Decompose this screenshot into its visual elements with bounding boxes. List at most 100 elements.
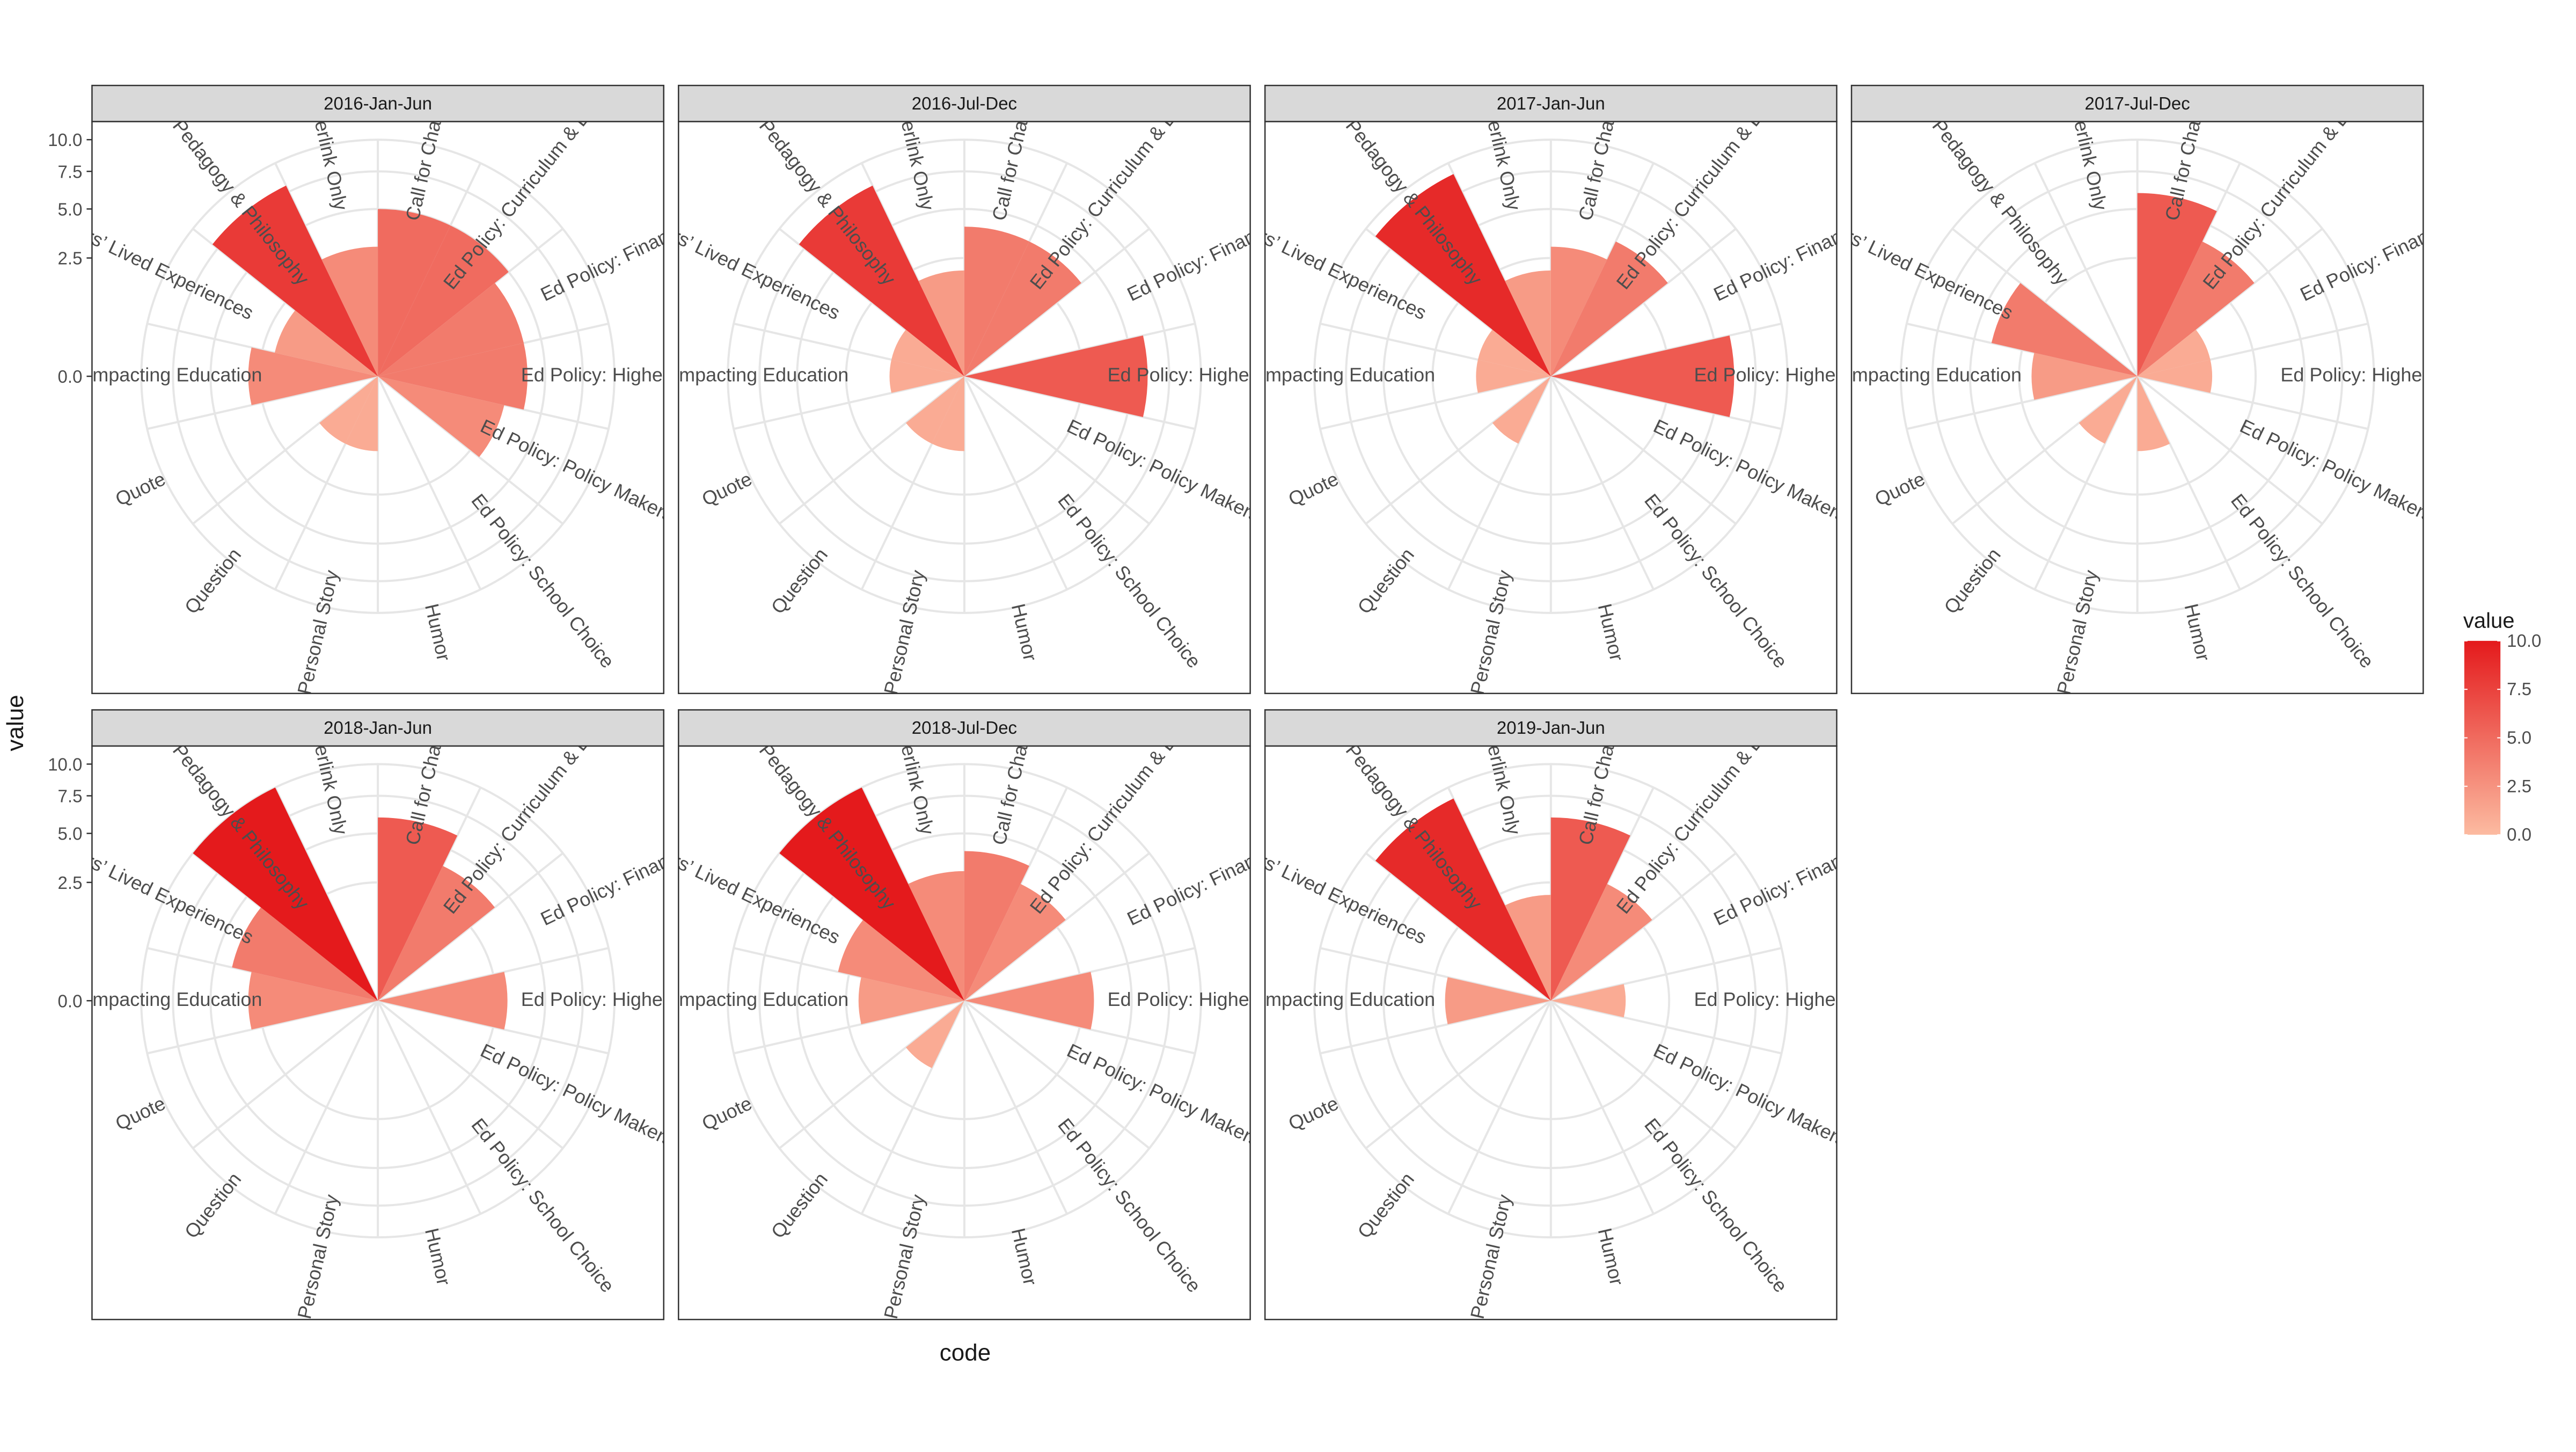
polar-bar bbox=[378, 225, 509, 377]
polar-bar bbox=[378, 817, 458, 1001]
circular-gridline bbox=[1313, 763, 1789, 1239]
polar-bar bbox=[2137, 360, 2213, 393]
facet-strip bbox=[1264, 84, 1838, 122]
category-label: Ed Policy: Higher Education bbox=[1108, 988, 1347, 1010]
facet-strip bbox=[91, 84, 664, 122]
panel-border bbox=[678, 121, 1251, 695]
circular-gridline bbox=[758, 170, 1170, 582]
circular-gridline bbox=[727, 763, 1202, 1239]
polar-bar bbox=[964, 227, 1029, 377]
polar-bar bbox=[838, 920, 964, 1001]
polar-bar bbox=[2137, 330, 2211, 377]
circular-gridline bbox=[727, 138, 1202, 614]
polar-bar bbox=[858, 977, 964, 1025]
category-label: Social Issues Impacting Education bbox=[1728, 364, 2022, 386]
category-label: Social Issues Impacting Education bbox=[1141, 364, 1435, 386]
polar-bar bbox=[1445, 977, 1551, 1025]
polar-bar bbox=[932, 376, 964, 451]
polar-bar bbox=[889, 360, 964, 393]
panel-border bbox=[1850, 121, 2424, 695]
y-tick-label: 2.5 bbox=[58, 249, 83, 268]
y-tick-label: 10.0 bbox=[48, 754, 82, 774]
facet-panel: 2017-Jul-DecCall for Change CritiqueEd P… bbox=[1728, 84, 2520, 695]
polar-bar bbox=[964, 884, 1066, 1001]
legend-label: 10.0 bbox=[2507, 631, 2541, 651]
polar-bar bbox=[908, 871, 964, 1001]
polar-bar bbox=[1991, 283, 2138, 377]
circular-gridline bbox=[758, 794, 1170, 1207]
facet-title: 2017-Jul-Dec bbox=[2085, 93, 2190, 113]
facet-panel: 2019-Jan-JunCall for Change CritiqueEd P… bbox=[1264, 709, 1933, 1320]
polar-bar bbox=[1550, 984, 1626, 1018]
category-label: Ed Policy: Higher Education bbox=[1108, 364, 1347, 386]
panel-border bbox=[91, 121, 664, 695]
panel-border bbox=[91, 745, 664, 1320]
polar-bar bbox=[1375, 798, 1551, 1001]
facet-panel: 2016-Jul-DecCall for Change CritiqueEd P… bbox=[554, 84, 1347, 695]
category-label: Ed Policy: Higher Education bbox=[1694, 988, 1933, 1010]
category-label: Social Issues Impacting Education bbox=[554, 988, 848, 1010]
circular-gridline bbox=[1931, 170, 2344, 582]
facet-title: 2018-Jan-Jun bbox=[324, 718, 432, 738]
facet-panel: 2018-Jul-DecCall for Change CritiqueEd P… bbox=[554, 709, 1347, 1320]
polar-bar bbox=[2031, 353, 2138, 400]
circular-gridline bbox=[172, 170, 584, 582]
polar-bar bbox=[1375, 174, 1551, 377]
facet-title: 2017-Jan-Jun bbox=[1497, 93, 1605, 113]
polar-bar bbox=[2137, 193, 2217, 377]
category-label: Social Issues Impacting Education bbox=[554, 364, 848, 386]
polar-bar bbox=[1550, 241, 1668, 377]
polar-bar bbox=[345, 376, 378, 451]
y-tick-label: 0.0 bbox=[58, 367, 83, 386]
facet-title: 2018-Jul-Dec bbox=[912, 718, 1017, 738]
y-tick-label: 5.0 bbox=[58, 199, 83, 219]
polar-bar bbox=[248, 347, 378, 405]
circular-gridline bbox=[140, 138, 616, 614]
polar-bar bbox=[1550, 335, 1735, 418]
polar-bar bbox=[2079, 376, 2138, 444]
y-tick-label: 10.0 bbox=[48, 130, 82, 150]
facet-strip bbox=[91, 709, 664, 747]
polar-bar bbox=[248, 972, 378, 1030]
category-label: Ed Policy: Higher Education bbox=[2280, 364, 2520, 386]
facet-strip bbox=[678, 709, 1251, 747]
circular-gridline bbox=[209, 208, 546, 545]
panel-border bbox=[1264, 745, 1838, 1320]
circular-gridline bbox=[796, 832, 1133, 1169]
circular-gridline bbox=[1345, 170, 1757, 582]
polar-bar bbox=[964, 972, 1094, 1030]
category-label: Social Issues Impacting Education bbox=[0, 988, 262, 1010]
polar-bar bbox=[232, 907, 378, 1001]
y-tick-label: 5.0 bbox=[58, 824, 83, 844]
polar-bar bbox=[891, 330, 964, 377]
polar-bar bbox=[1550, 246, 1607, 377]
category-label: Ed Policy: Higher Education bbox=[521, 364, 760, 386]
polar-bar bbox=[193, 787, 378, 1001]
polar-bar bbox=[799, 185, 964, 377]
polar-bar bbox=[905, 376, 964, 444]
legend-colorbar bbox=[2464, 640, 2501, 835]
polar-bar bbox=[1550, 884, 1652, 1001]
polar-bar bbox=[378, 376, 504, 457]
panel-border bbox=[1264, 121, 1838, 695]
polar-bar bbox=[1505, 895, 1551, 1001]
polar-bar bbox=[964, 851, 1029, 1001]
circular-gridline bbox=[140, 763, 616, 1239]
facet-title: 2016-Jan-Jun bbox=[324, 93, 432, 113]
polar-bar bbox=[274, 310, 378, 377]
facet-strip bbox=[1264, 709, 1838, 747]
polar-bar bbox=[1476, 360, 1551, 393]
polar-bar bbox=[1505, 270, 1551, 377]
polar-bar bbox=[964, 241, 1081, 377]
facet-panel: 2017-Jan-JunCall for Change CritiqueEd P… bbox=[1141, 84, 1838, 695]
category-label: Social Issues Impacting Education bbox=[0, 364, 262, 386]
facet-title: 2019-Jan-Jun bbox=[1497, 718, 1605, 738]
circular-gridline bbox=[1968, 208, 2306, 545]
facet-strip bbox=[678, 84, 1251, 122]
y-tick-label: 7.5 bbox=[58, 162, 83, 181]
facet-panel: 2018-Jan-JunCall for Change CritiqueEd P… bbox=[0, 709, 664, 1320]
y-tick-label: 0.0 bbox=[58, 991, 83, 1011]
